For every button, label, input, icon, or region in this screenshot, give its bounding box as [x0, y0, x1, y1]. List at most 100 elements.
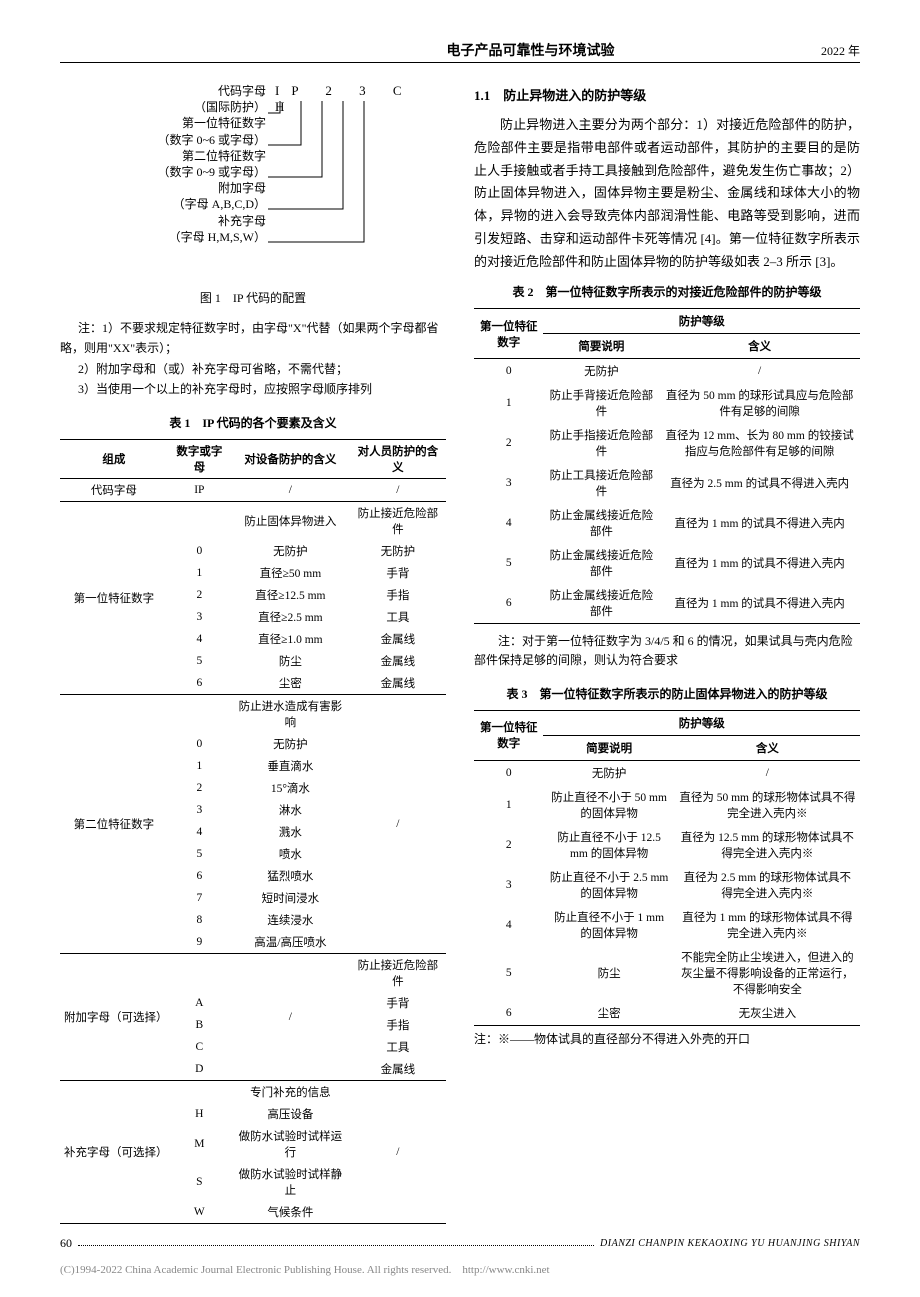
fig-label-1b: （数字 0~6 或字母） — [158, 132, 267, 148]
t2-cell: 直径为 2.5 mm 的试具不得进入壳内 — [659, 463, 860, 503]
page-header: 电子产品可靠性与环境试验 2022 年 — [60, 40, 860, 63]
t1-cell: 无防护 — [231, 540, 350, 562]
t3-cell: 1 — [474, 785, 543, 825]
t1-cell: 短时间浸水 — [231, 887, 350, 909]
t1-cell: 连续浸水 — [231, 909, 350, 931]
t1-s1-lead-0 — [168, 501, 231, 540]
t1-cell: 手指 — [350, 1014, 446, 1036]
t1-cell: 4 — [168, 821, 231, 843]
t3-cell: 2 — [474, 825, 543, 865]
t1-s0-r0-c1: / — [231, 478, 350, 501]
note-3: 3）当使用一个以上的补充字母时，应按照字母顺序排列 — [60, 379, 446, 399]
t1-cell: 4 — [168, 628, 231, 650]
t3-cell: 防止直径不小于 50 mm 的固体异物 — [543, 785, 674, 825]
t1-cell: / — [350, 694, 446, 953]
t2-cell: 直径为 1 mm 的试具不得进入壳内 — [659, 583, 860, 624]
t3-h-grp: 防护等级 — [543, 710, 860, 735]
page-footer: 60 DIANZI CHANPIN KEKAOXING YU HUANJING … — [60, 1236, 860, 1251]
figure-1: IP 2 3 C H 代码字母 （国际防护） 第一位特征数字 （数字 0~6 或… — [60, 83, 446, 283]
table-2: 第一位特征数字 防护等级 简要说明 含义 0无防护/ 1防止手背接近危险部件直径… — [474, 308, 860, 624]
t1-cell: 气候条件 — [231, 1201, 350, 1224]
left-column: IP 2 3 C H 代码字母 （国际防护） 第一位特征数字 （数字 0~6 或… — [60, 83, 446, 1224]
t2-h-grp: 防护等级 — [543, 309, 860, 334]
fig-label-0b: （国际防护） — [158, 99, 267, 115]
fig-label-4b: （字母 H,M,S,W） — [158, 229, 267, 245]
fig-label-3a: 附加字母 — [158, 180, 267, 196]
t1-cell: 7 — [168, 887, 231, 909]
fig-label-1a: 第一位特征数字 — [158, 115, 267, 131]
t1-s2-group: 第二位特征数字 — [60, 694, 168, 953]
t1-cell: 15°滴水 — [231, 777, 350, 799]
fig-label-0a: 代码字母 — [158, 83, 267, 99]
t2-cell: 3 — [474, 463, 543, 503]
t1-h-c4: 对人员防护的含义 — [350, 439, 446, 478]
t3-cell: 直径为 1 mm 的球形物体试具不得完全进入壳内※ — [675, 905, 860, 945]
t2-cell: / — [659, 359, 860, 384]
t3-cell: 0 — [474, 760, 543, 785]
t3-cell: 直径为 12.5 mm 的球形物体试具不得完全进入壳内※ — [675, 825, 860, 865]
table-2-caption: 表 2 第一位特征数字所表示的对接近危险部件的防护等级 — [474, 283, 860, 300]
t1-cell: 直径≥12.5 mm — [231, 584, 350, 606]
t1-cell: 垂直滴水 — [231, 755, 350, 777]
t1-s1-group: 第一位特征数字 — [60, 501, 168, 694]
t1-cell: S — [168, 1163, 231, 1201]
table-3: 第一位特征数字 防护等级 简要说明 含义 0无防护/ 1防止直径不小于 50 m… — [474, 710, 860, 1026]
t3-cell: 4 — [474, 905, 543, 945]
t1-cell: 0 — [168, 733, 231, 755]
t1-h-c1: 组成 — [60, 439, 168, 478]
t2-cell: 直径为 1 mm 的试具不得进入壳内 — [659, 503, 860, 543]
t1-cell — [168, 953, 231, 992]
page-number: 60 — [60, 1236, 72, 1251]
t3-cell: 6 — [474, 1001, 543, 1026]
t2-cell: 0 — [474, 359, 543, 384]
t3-cell: 直径为 2.5 mm 的球形物体试具不得完全进入壳内※ — [675, 865, 860, 905]
t3-cell: 5 — [474, 945, 543, 1001]
t1-s1-lead-2: 防止接近危险部件 — [350, 501, 446, 540]
t1-cell: H — [168, 1103, 231, 1125]
t1-cell: C — [168, 1036, 231, 1058]
fig-label-4a: 补充字母 — [158, 213, 267, 229]
t1-cell: 2 — [168, 584, 231, 606]
t1-cell: 5 — [168, 843, 231, 865]
t1-cell: 手背 — [350, 562, 446, 584]
t1-cell: W — [168, 1201, 231, 1224]
t1-cell: 工具 — [350, 606, 446, 628]
t1-cell: / — [350, 1080, 446, 1223]
t3-cell: 防止直径不小于 2.5 mm 的固体异物 — [543, 865, 674, 905]
t2-cell: 2 — [474, 423, 543, 463]
t2-cell: 防止金属线接近危险部件 — [543, 583, 659, 624]
t2-cell: 防止手背接近危险部件 — [543, 383, 659, 423]
t1-cell: 6 — [168, 672, 231, 695]
t3-cell: 直径为 50 mm 的球形物体试具不得完全进入壳内※ — [675, 785, 860, 825]
t2-h-c1: 第一位特征数字 — [474, 309, 543, 359]
footer-journal-pinyin: DIANZI CHANPIN KEKAOXING YU HUANJING SHI… — [600, 1238, 860, 1249]
table-3-note: 注：※——物体试具的直径部分不得进入外壳的开口 — [474, 1030, 860, 1047]
t3-h-c3: 含义 — [675, 735, 860, 760]
copyright-line: (C)1994-2022 China Academic Journal Elec… — [60, 1261, 860, 1277]
fig-label-2b: （数字 0~9 或字母） — [158, 164, 267, 180]
t2-cell: 无防护 — [543, 359, 659, 384]
t1-cell: / — [231, 953, 350, 1080]
t1-cell: 防尘 — [231, 650, 350, 672]
t1-cell: 6 — [168, 865, 231, 887]
t1-cell: 2 — [168, 777, 231, 799]
t1-cell: 溅水 — [231, 821, 350, 843]
t1-cell: 工具 — [350, 1036, 446, 1058]
t1-cell: 尘密 — [231, 672, 350, 695]
t1-cell: 手指 — [350, 584, 446, 606]
t2-h-c2: 简要说明 — [543, 334, 659, 359]
t1-s1-lead-1: 防止固体异物进入 — [231, 501, 350, 540]
t1-cell: A — [168, 992, 231, 1014]
t1-cell: 金属线 — [350, 672, 446, 695]
t1-cell — [168, 1080, 231, 1103]
section-1-1-heading: 1.1 防止异物进入的防护等级 — [474, 85, 860, 104]
t1-cell: 手背 — [350, 992, 446, 1014]
fig-label-2a: 第二位特征数字 — [158, 148, 267, 164]
t1-cell: 3 — [168, 606, 231, 628]
t1-cell: 直径≥2.5 mm — [231, 606, 350, 628]
t1-s0-r0-c2: / — [350, 478, 446, 501]
table-1: 组成 数字或字母 对设备防护的含义 对人员防护的含义 代码字母 IP / / 第… — [60, 439, 446, 1224]
figure-labels: 代码字母 （国际防护） 第一位特征数字 （数字 0~6 或字母） 第二位特征数字… — [158, 83, 267, 245]
t1-h-c2: 数字或字母 — [168, 439, 231, 478]
t3-cell: 3 — [474, 865, 543, 905]
